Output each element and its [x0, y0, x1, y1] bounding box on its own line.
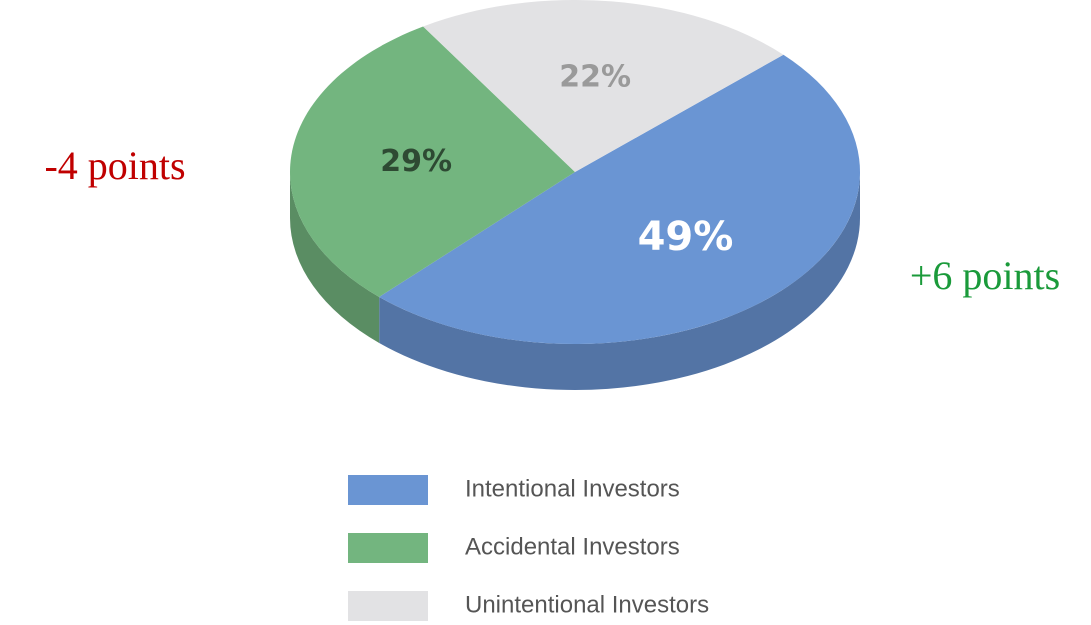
slice-side	[379, 172, 860, 391]
legend-label: Unintentional Investors	[465, 591, 709, 618]
legend-swatch	[348, 533, 428, 563]
slice	[379, 54, 861, 345]
slice	[423, 0, 784, 173]
value-label: 22%	[559, 60, 631, 95]
value-label: 49%	[638, 214, 734, 260]
legend-swatch	[348, 475, 428, 505]
slice	[289, 26, 575, 297]
value-label: 29%	[380, 144, 452, 179]
legend-label: Accidental Investors	[465, 533, 680, 560]
legend-swatch	[348, 591, 428, 621]
slice-side	[290, 172, 380, 343]
legend-label: Intentional Investors	[465, 475, 680, 502]
annotation: -4 points	[44, 143, 185, 188]
annotation: +6 points	[910, 253, 1060, 298]
